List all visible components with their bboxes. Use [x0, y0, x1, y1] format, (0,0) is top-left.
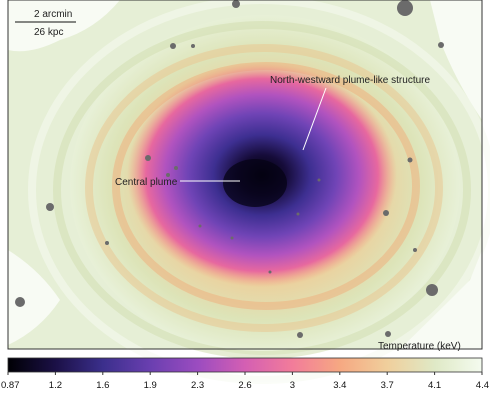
- colorbar-tick-label: 3.4: [333, 380, 346, 391]
- colorbar-tick-label: 3: [290, 380, 295, 391]
- colorbar-tick-label: 2.6: [238, 380, 251, 391]
- annotation-northwest-structure: North-westward plume-like structure: [270, 75, 430, 151]
- colorbar-tick-label: 2.3: [191, 380, 204, 391]
- colorbar-tick-label: 3.7: [381, 380, 394, 391]
- colorbar: [7, 357, 483, 373]
- colorbar-ticks: 0.87 1.2 1.6 1.9 2.3 2.6 3 3.4 3.7 4.1 4.4: [1, 372, 489, 391]
- annotation-central-plume: Central plume: [115, 177, 240, 188]
- map-frame: [7, 0, 483, 350]
- edge-patches: [8, 0, 482, 349]
- central-plume-label: Central plume: [115, 177, 178, 188]
- point-sources: [15, 0, 444, 338]
- core-dark: [223, 159, 287, 207]
- colorbar-tick-label: 1.2: [49, 380, 62, 391]
- scale-bar-arcmin-label: 2 arcmin: [34, 9, 72, 20]
- scale-bar: 2 arcmin 26 kpc: [15, 9, 76, 38]
- colorbar-tick-label: 4.4: [476, 380, 489, 391]
- northwest-structure-label: North-westward plume-like structure: [270, 75, 430, 86]
- colorbar-title: Temperature (keV): [378, 341, 461, 352]
- colorbar-tick-label: 1.6: [96, 380, 109, 391]
- scale-bar-kpc-label: 26 kpc: [34, 27, 63, 38]
- colorbar-tick-label: 4.1: [428, 380, 441, 391]
- colorbar-tick-label: 1.9: [144, 380, 157, 391]
- colorbar-tick-label: 0.87: [1, 380, 20, 391]
